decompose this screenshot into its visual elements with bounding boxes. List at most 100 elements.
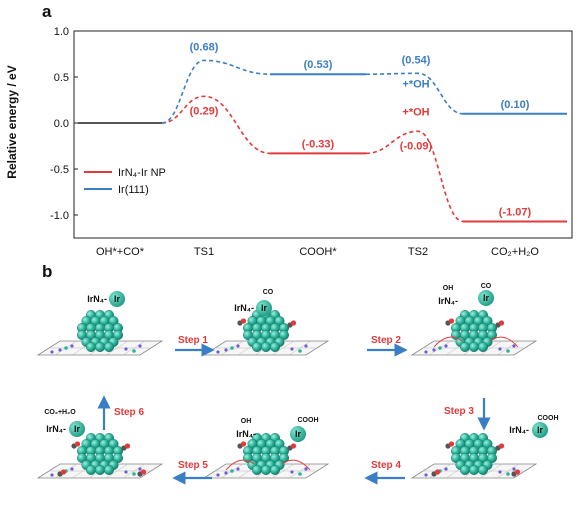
data-label: (0.10) (501, 99, 530, 111)
data-label: (-0.09) (400, 140, 433, 152)
step-label: Step 6 (114, 407, 144, 418)
adsorbate-co: CO (481, 283, 492, 290)
adsorbate-product: CO₂+H₂O (44, 409, 76, 416)
migration-path (281, 459, 311, 471)
adsorbate-oh: OH (443, 285, 454, 292)
site-annotation: IrN₄- Ir (509, 422, 548, 438)
nitrogen-atom (512, 344, 516, 348)
nitrogen-atom (424, 350, 428, 354)
nitrogen-atom (216, 473, 220, 477)
ir-atom-badge (478, 290, 494, 306)
data-label: (0.53) (304, 59, 333, 71)
migration-path (489, 336, 519, 348)
nitrogen-atom (50, 473, 54, 477)
adsorbate-co: CO (263, 289, 274, 296)
single-ir-atom (298, 349, 302, 353)
nitrogen-atom (290, 470, 294, 474)
site-label: IrN₄- (234, 303, 254, 313)
series-lines (78, 59, 567, 223)
ir-label: Ir (261, 303, 268, 313)
catalyst-model (36, 433, 164, 479)
molecule-oxygen (60, 469, 67, 475)
energy-profile-chart: 1.0 0.5 0.0 -0.5 -1.0 OH*+CO* TS1 COOH* TS2 CO₂+… (5, 26, 573, 258)
ir-cluster-atom (251, 465, 262, 476)
data-label: (-1.07) (499, 206, 532, 218)
ir-cluster-atom (103, 465, 114, 476)
step-label: Step 3 (444, 406, 474, 417)
molecule-oxygen (74, 441, 81, 447)
y-ticks: 1.0 0.5 0.0 -0.5 -1.0 (50, 26, 78, 222)
site-label: IrN₄- (87, 294, 107, 304)
site-label: IrN₄- (509, 425, 529, 435)
nitrogen-atom (444, 344, 448, 348)
single-ir-atom (132, 349, 136, 353)
molecule-oxygen (448, 441, 455, 447)
nitrogen-atom (216, 350, 220, 354)
ir-cluster-atom (469, 465, 480, 476)
annotation-label: +*OH (402, 78, 429, 90)
adsorbate-cooh: COOH (538, 415, 559, 422)
y-tick-label: 0.5 (54, 72, 69, 84)
x-tick-label: TS2 (408, 246, 428, 258)
ir-cluster-atom (112, 453, 123, 464)
catalyst-model (202, 310, 330, 356)
ir-cluster-atom (478, 465, 489, 476)
single-ir-atom (64, 346, 68, 350)
ir-cluster-atom (112, 330, 123, 341)
ir-cluster-atom (108, 439, 119, 450)
legend-entry: Ir(111) (118, 184, 149, 196)
ir-cluster-atom (482, 439, 493, 450)
nitrogen-atom (236, 467, 240, 471)
site-label: IrN₄- (438, 296, 458, 306)
nitrogen-atom (138, 344, 142, 348)
ir-cluster-atom (108, 316, 119, 327)
x-tick-label: OH*+CO* (96, 246, 145, 258)
molecule-oxygen (514, 469, 521, 475)
nitrogen-atom (124, 347, 128, 351)
y-tick-label: -0.5 (50, 164, 69, 176)
nitrogen-atom (236, 344, 240, 348)
chart-axes (73, 30, 573, 239)
y-axis-label: Relative energy / eV (5, 65, 19, 178)
ir-cluster-atom (482, 316, 493, 327)
ir-cluster-atom (460, 465, 471, 476)
nitrogen-atom (498, 470, 502, 474)
molecule-oxygen (240, 318, 247, 324)
ir-atom-badge (532, 422, 548, 438)
site-annotation: IrN₄- Ir (438, 290, 494, 306)
single-ir-atom (230, 469, 234, 473)
nitrogen-atom (444, 467, 448, 471)
site-annotation: IrN₄- Ir (46, 421, 85, 437)
catalyst-model (36, 310, 164, 356)
ir-cluster-atom (274, 316, 285, 327)
migration-path (433, 336, 463, 348)
transition-curve (161, 95, 271, 155)
nitrogen-atom (304, 344, 308, 348)
molecule-oxygen (498, 443, 505, 449)
nitrogen-atom (70, 344, 74, 348)
transition-curve (161, 59, 271, 124)
nitrogen-atom (138, 467, 142, 471)
step-label: Step 1 (178, 335, 208, 346)
ir-atom-badge (256, 300, 272, 316)
chart-legend: IrN₄-Ir NP Ir(111) (84, 167, 166, 196)
ir-atom-badge (109, 291, 125, 307)
ir-cluster-atom (460, 342, 471, 353)
y-tick-label: 0.0 (54, 118, 69, 130)
nitrogen-atom (512, 467, 516, 471)
nitrogen-atom (498, 347, 502, 351)
ir-cluster-atom (487, 453, 498, 464)
ir-cluster-atom (270, 342, 281, 353)
single-ir-atom (230, 346, 234, 350)
single-ir-atom (132, 472, 136, 476)
ir-cluster-atom (478, 342, 489, 353)
nitrogen-atom (432, 348, 436, 352)
single-ir-atom (506, 472, 510, 476)
x-tick-label: TS1 (194, 246, 214, 258)
ir-cluster-atom (103, 342, 114, 353)
ir-atom-badge (290, 426, 306, 442)
nitrogen-atom (290, 347, 294, 351)
adsorbate-cooh: COOH (298, 417, 319, 424)
site-label: IrN₄- (236, 429, 256, 439)
